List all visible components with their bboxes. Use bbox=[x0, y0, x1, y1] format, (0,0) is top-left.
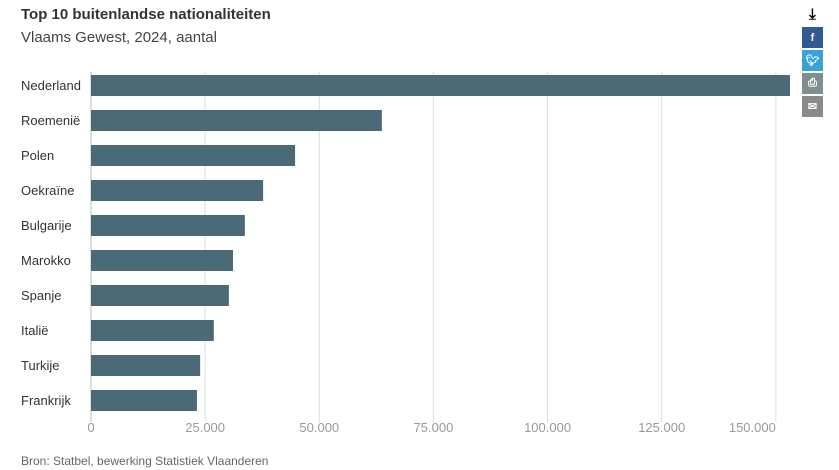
category-label: Roemenië bbox=[21, 113, 80, 128]
x-tick-label: 75.000 bbox=[414, 420, 454, 435]
category-label: Nederland bbox=[21, 78, 81, 93]
category-label: Spanje bbox=[21, 288, 61, 303]
bar bbox=[91, 250, 233, 271]
share-toolbar: ⤓ f 🐦︎ ⎙ ✉ bbox=[802, 4, 823, 119]
category-label: Marokko bbox=[21, 253, 71, 268]
bar bbox=[91, 145, 296, 166]
x-tick-label: 150.000 bbox=[729, 420, 776, 435]
chart-source: Bron: Statbel, bewerking Statistiek Vlaa… bbox=[21, 454, 269, 468]
bar bbox=[91, 390, 197, 411]
x-tick-label: 0 bbox=[87, 420, 94, 435]
bar bbox=[91, 215, 245, 236]
mail-icon[interactable]: ✉ bbox=[802, 96, 823, 117]
category-label: Frankrijk bbox=[21, 393, 71, 408]
x-tick-label: 25.000 bbox=[185, 420, 225, 435]
x-tick-label: 50.000 bbox=[299, 420, 339, 435]
download-icon[interactable]: ⤓ bbox=[809, 6, 816, 23]
bar bbox=[91, 110, 382, 131]
bar bbox=[91, 285, 229, 306]
category-label: Turkije bbox=[21, 358, 60, 373]
category-label: Oekraïne bbox=[21, 183, 74, 198]
bar bbox=[91, 320, 214, 341]
chart-title: Top 10 buitenlandse nationaliteiten bbox=[21, 6, 271, 23]
bar bbox=[91, 75, 790, 96]
print-icon[interactable]: ⎙ bbox=[802, 73, 823, 94]
twitter-icon[interactable]: 🐦︎ bbox=[802, 50, 823, 71]
x-tick-label: 100.000 bbox=[524, 420, 571, 435]
bar bbox=[91, 355, 201, 376]
category-label: Polen bbox=[21, 148, 54, 163]
x-tick-label: 125.000 bbox=[638, 420, 685, 435]
bar bbox=[91, 180, 264, 201]
category-label: Italië bbox=[21, 323, 48, 338]
facebook-icon[interactable]: f bbox=[802, 27, 823, 48]
chart-subtitle: Vlaams Gewest, 2024, aantal bbox=[21, 29, 217, 46]
category-label: Bulgarije bbox=[21, 218, 72, 233]
